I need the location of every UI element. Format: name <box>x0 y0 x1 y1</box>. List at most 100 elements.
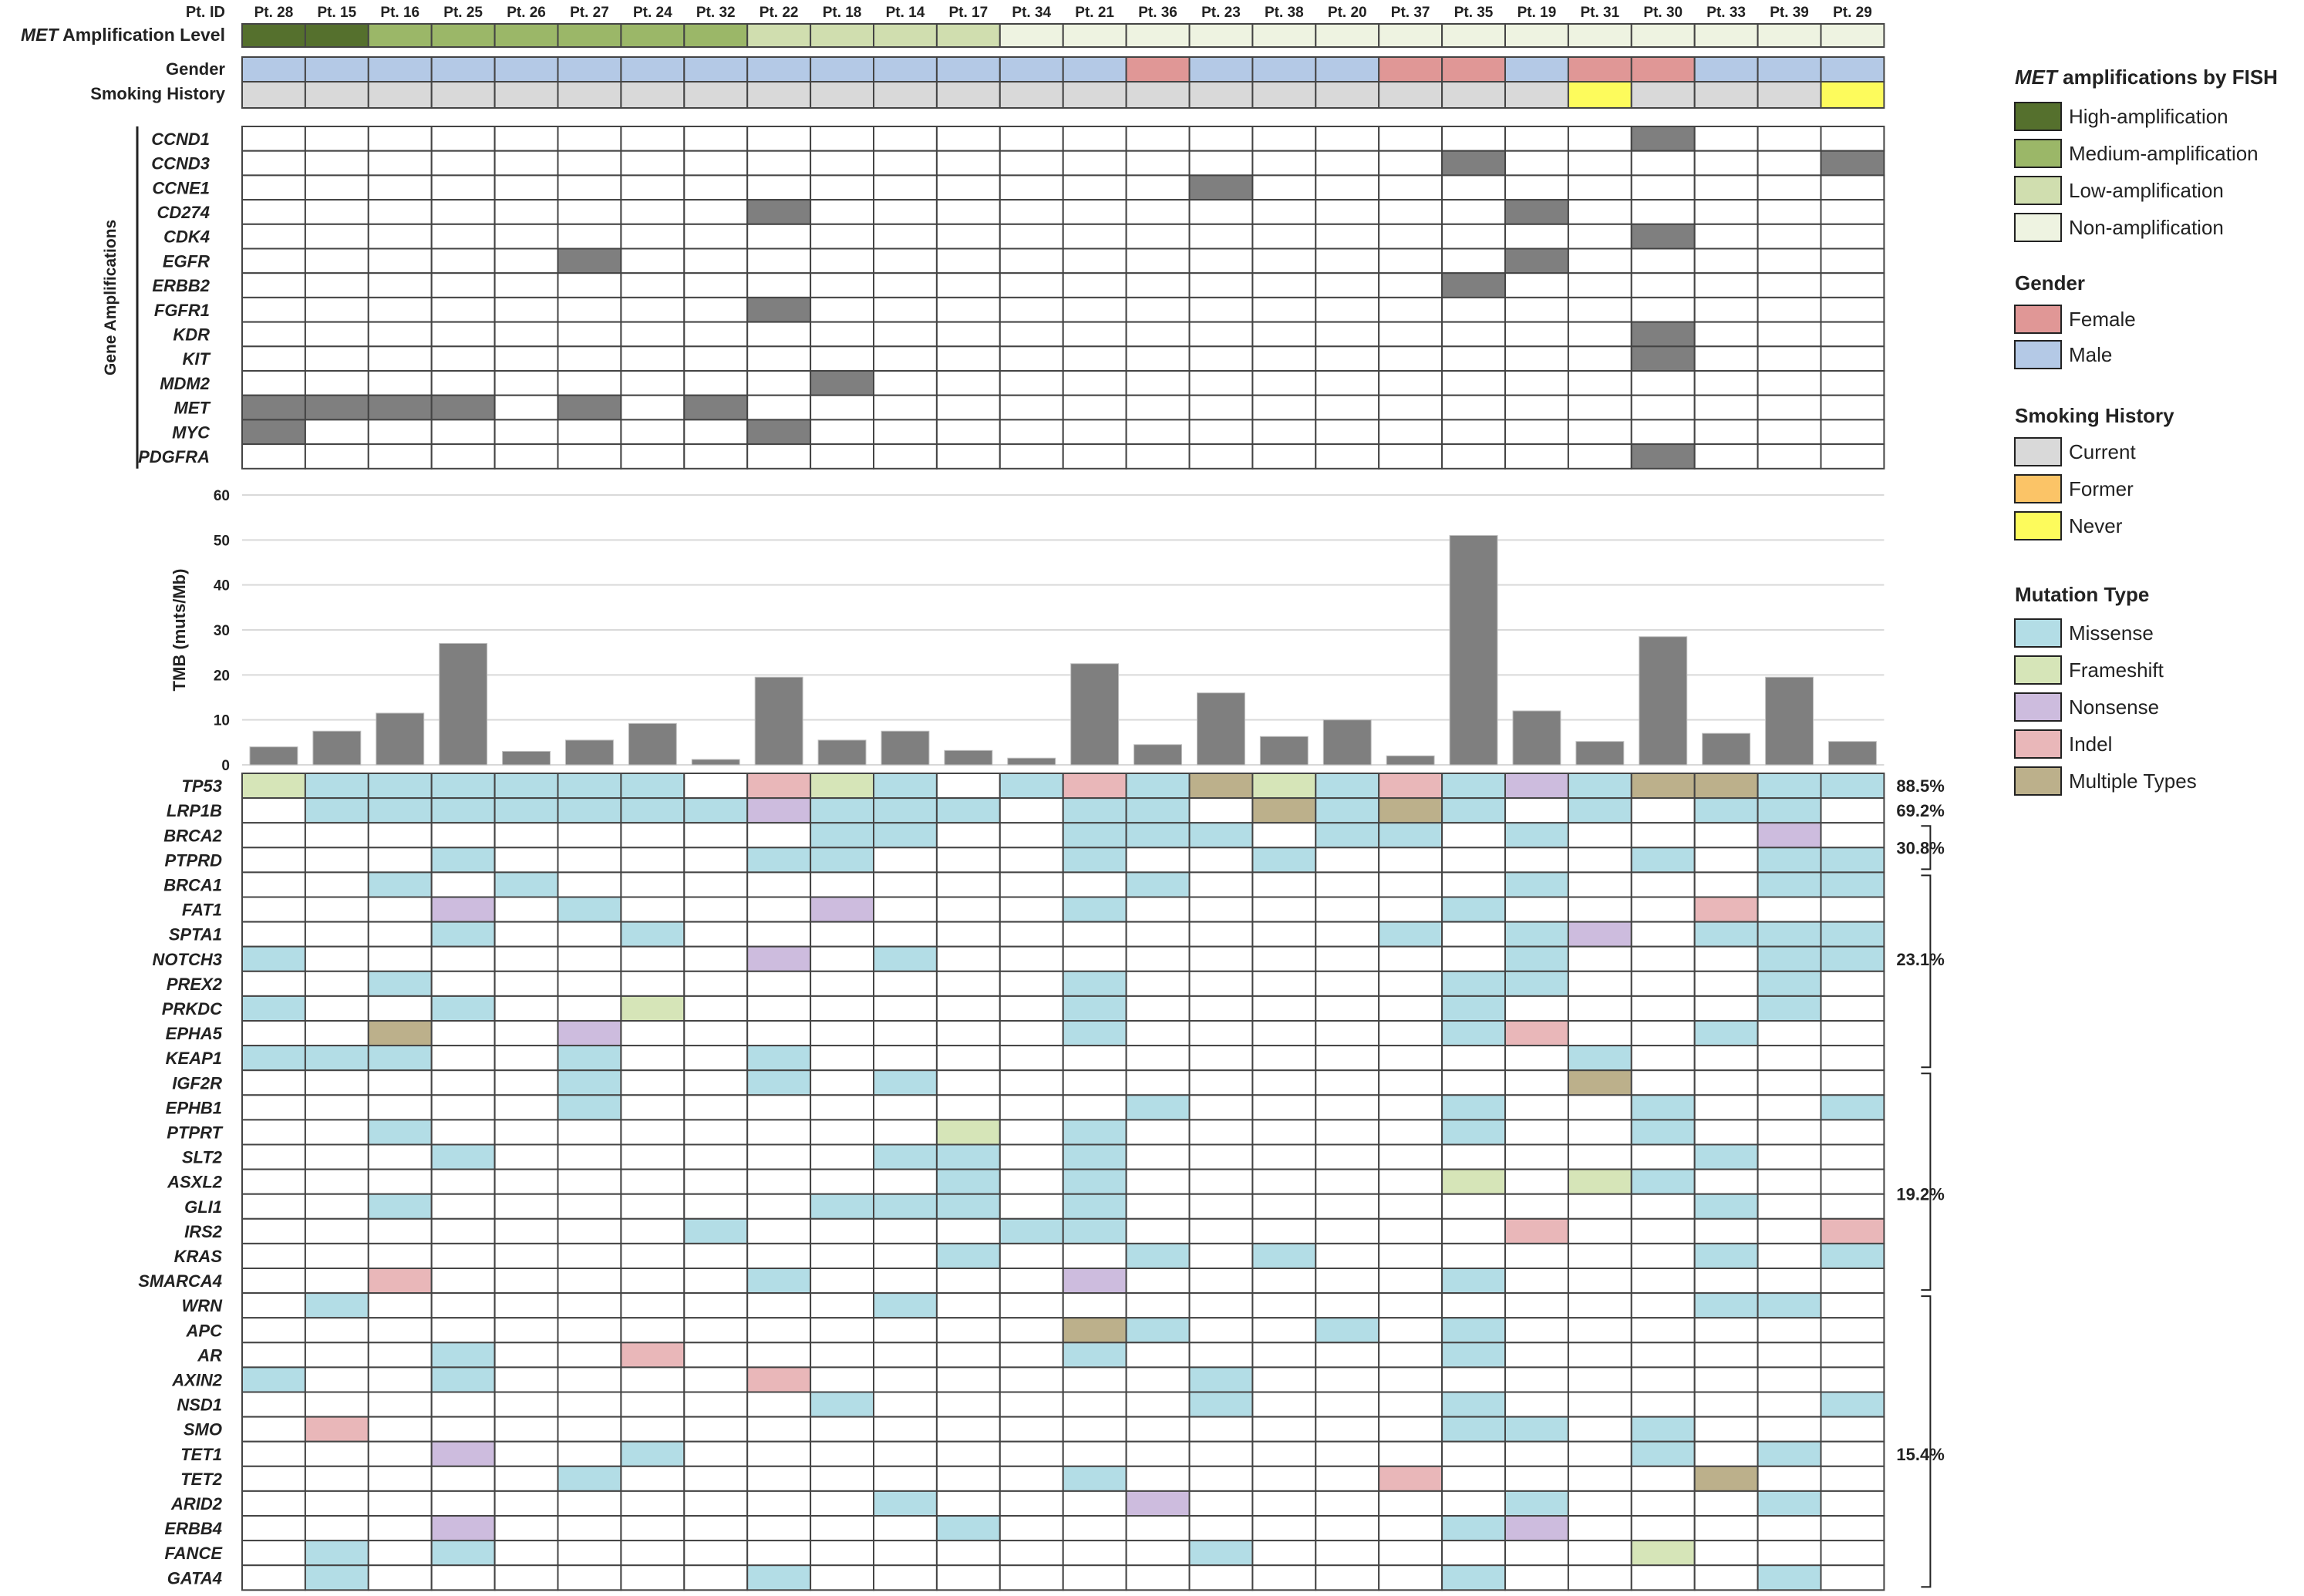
mut-cell <box>367 797 433 824</box>
mut-cell <box>1504 1490 1569 1517</box>
mut-cell <box>1693 1119 1759 1146</box>
mut-cell <box>367 871 433 898</box>
patient-id-label: Pt. 23 <box>1201 5 1241 21</box>
amp-cell <box>683 345 749 372</box>
amp-cell <box>557 150 622 177</box>
mut-cell <box>935 1564 1001 1591</box>
mut-cell <box>935 1416 1001 1443</box>
amp-cell <box>241 419 306 446</box>
tmb-bar <box>1133 744 1182 766</box>
mut-cell <box>746 1242 812 1270</box>
mut-cell <box>999 847 1064 874</box>
amp-cell <box>304 419 369 446</box>
mut-cell <box>304 1440 369 1467</box>
mut-cell <box>430 1391 496 1418</box>
amp-cell <box>367 345 433 372</box>
mut-cell <box>746 1540 812 1567</box>
amp-cell <box>1757 370 1822 396</box>
mut-cell <box>1315 1292 1380 1319</box>
amp-cell <box>999 199 1064 225</box>
mut-cell <box>935 847 1001 874</box>
amp-cell <box>1630 272 1696 298</box>
mut-cell <box>1567 1020 1632 1047</box>
amp-cell <box>873 394 938 421</box>
mut-cell <box>1062 847 1127 874</box>
mut-cell <box>1441 1193 1506 1220</box>
mut-cell <box>1125 1366 1191 1393</box>
amp-cell <box>810 370 874 396</box>
mut-cell <box>1441 945 1506 972</box>
amp-cell <box>241 394 306 421</box>
mut-cell <box>430 1342 496 1369</box>
amp-cell <box>1188 247 1254 274</box>
mut-cell <box>1567 797 1632 824</box>
amp-cell <box>935 126 1001 152</box>
mut-cell <box>1378 773 1443 800</box>
mut-cell <box>1062 1540 1127 1567</box>
mut-cell <box>683 1391 749 1418</box>
amp-cell <box>683 247 749 274</box>
amp-gene-label: CD274 <box>157 203 210 222</box>
mut-cell <box>873 921 938 948</box>
patient-id-label: Pt. 19 <box>1517 5 1557 21</box>
mut-cell <box>810 1416 874 1443</box>
mut-cell <box>241 970 306 997</box>
amp-cell <box>1630 150 1696 177</box>
legend-gender-label: Male <box>2069 343 2112 366</box>
amp-cell <box>1693 199 1759 225</box>
amp-cell <box>304 394 369 421</box>
amp-cell <box>1504 247 1569 274</box>
amp-gene-label: PDGFRA <box>138 447 210 466</box>
mut-cell <box>1251 1317 1317 1344</box>
mut-cell <box>1757 1292 1822 1319</box>
amp-cell <box>367 223 433 250</box>
smoking-cell <box>1630 81 1696 109</box>
amp-cell <box>430 345 496 372</box>
mut-cell <box>1630 1540 1696 1567</box>
legend-mutation-swatch <box>2014 618 2062 648</box>
mut-cell <box>935 970 1001 997</box>
mut-cell <box>683 1143 749 1170</box>
mut-cell <box>1188 1069 1254 1096</box>
mut-cell <box>620 1268 685 1295</box>
mut-cell <box>367 945 433 972</box>
mut-cell <box>1693 847 1759 874</box>
amp-cell <box>935 296 1001 323</box>
legend-mutation-swatch <box>2014 692 2062 722</box>
mut-cell <box>999 1242 1064 1270</box>
amp-gene-label: MET <box>174 399 211 418</box>
mut-cell <box>1757 1564 1822 1591</box>
mut-cell <box>1504 822 1569 849</box>
amp-cell <box>304 199 369 225</box>
mutation-frequency-label: 69.2% <box>1896 801 1944 820</box>
amp-cell <box>999 419 1064 446</box>
amp-cell <box>1315 247 1380 274</box>
mut-cell <box>1693 1242 1759 1270</box>
mut-cell <box>1504 773 1569 800</box>
mut-cell <box>999 1490 1064 1517</box>
met-level-cell <box>810 23 874 48</box>
amp-cell <box>746 394 812 421</box>
patient-id-label: Pt. 14 <box>886 5 925 21</box>
mut-cell <box>935 1217 1001 1244</box>
mut-cell <box>367 921 433 948</box>
mut-cell <box>620 1094 685 1121</box>
mut-cell <box>1567 1045 1632 1072</box>
amp-cell <box>1315 199 1380 225</box>
amp-cell <box>241 223 306 250</box>
mut-cell <box>1441 896 1506 923</box>
mut-cell <box>1315 1416 1380 1443</box>
amp-cell <box>746 223 812 250</box>
amp-cell <box>367 419 433 446</box>
mut-cell <box>1315 945 1380 972</box>
mut-cell <box>1378 945 1443 972</box>
mut-cell <box>1441 1143 1506 1170</box>
tmb-tick-label: 60 <box>214 488 230 504</box>
mut-cell <box>1378 1143 1443 1170</box>
mut-cell <box>620 1119 685 1146</box>
mut-cell <box>746 921 812 948</box>
tmb-bar <box>1828 741 1877 766</box>
amp-cell <box>1251 419 1317 446</box>
mut-cell <box>1757 1045 1822 1072</box>
amp-cell <box>1504 272 1569 298</box>
